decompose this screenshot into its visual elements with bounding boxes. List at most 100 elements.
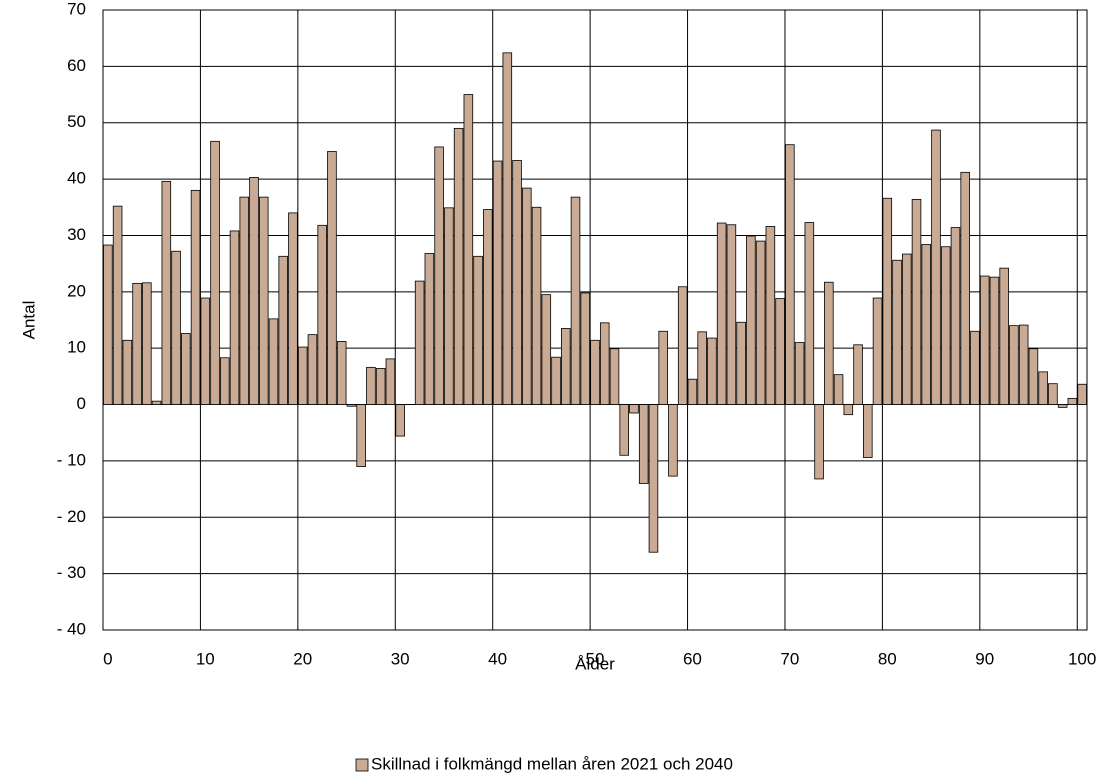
bar xyxy=(327,151,337,405)
bar xyxy=(629,404,639,414)
bar xyxy=(375,368,386,405)
bar xyxy=(940,246,951,405)
bar xyxy=(317,224,327,405)
bar xyxy=(901,253,912,405)
bar xyxy=(414,280,425,405)
x-tick-label: 20 xyxy=(293,649,312,668)
bar xyxy=(736,321,746,405)
y-tick-label: 70 xyxy=(67,0,86,18)
bar xyxy=(931,129,941,405)
y-tick-label: 10 xyxy=(67,338,86,357)
bar xyxy=(492,160,503,405)
y-tick-label: - 10 xyxy=(57,450,86,469)
bar xyxy=(668,404,678,477)
bar xyxy=(473,255,483,405)
bar xyxy=(424,253,435,405)
bar xyxy=(892,259,902,405)
x-tick-label: 30 xyxy=(391,649,410,668)
bar xyxy=(297,346,308,405)
bar xyxy=(1018,324,1029,405)
bar xyxy=(599,322,610,405)
bar xyxy=(1028,348,1039,405)
bar xyxy=(707,337,717,405)
bar xyxy=(872,297,883,405)
bar xyxy=(794,342,805,405)
bar xyxy=(258,196,269,405)
bar xyxy=(190,189,201,405)
bar xyxy=(853,344,863,405)
y-tick-label: 50 xyxy=(67,112,86,131)
y-tick-label: 60 xyxy=(67,56,86,75)
y-tick-label: 40 xyxy=(67,169,86,188)
bar xyxy=(648,404,659,553)
y-tick-label: 30 xyxy=(67,225,86,244)
bar xyxy=(385,358,396,405)
bar xyxy=(824,281,834,405)
y-tick-label: - 20 xyxy=(57,507,86,526)
x-tick-label: 10 xyxy=(196,649,215,668)
bar xyxy=(268,318,279,405)
bar xyxy=(658,330,668,405)
bar xyxy=(512,160,522,405)
x-axis-title: Ålder xyxy=(575,654,615,673)
legend-label: Skillnad i folkmängd mellan åren 2021 oc… xyxy=(371,754,733,773)
bar xyxy=(288,212,298,405)
bar xyxy=(336,341,347,405)
x-tick-label: 80 xyxy=(878,649,897,668)
bar xyxy=(395,404,405,437)
bar xyxy=(609,348,620,405)
bar xyxy=(1048,383,1058,405)
bar xyxy=(989,276,1000,405)
bar xyxy=(229,230,240,405)
legend-swatch xyxy=(355,758,369,772)
bar xyxy=(239,196,250,405)
x-tick-label: 70 xyxy=(780,649,799,668)
bar xyxy=(434,146,444,405)
bar xyxy=(950,227,961,405)
bar xyxy=(979,275,990,405)
bar xyxy=(677,286,688,405)
x-tick-label: 100 xyxy=(1068,649,1096,668)
bar xyxy=(103,244,113,405)
bar xyxy=(278,255,289,405)
bar xyxy=(356,404,366,467)
bar xyxy=(346,404,357,407)
bar xyxy=(960,171,970,405)
bar xyxy=(785,144,795,405)
bar xyxy=(619,404,629,456)
x-tick-label: 60 xyxy=(683,649,702,668)
bar xyxy=(716,222,727,405)
bar xyxy=(444,207,454,405)
bar xyxy=(171,250,181,405)
bar xyxy=(1057,404,1068,408)
bar xyxy=(561,328,571,405)
bar xyxy=(220,357,230,405)
bar xyxy=(911,198,922,405)
bar xyxy=(755,240,766,405)
bar xyxy=(746,235,756,405)
bar xyxy=(112,205,123,405)
bar xyxy=(551,356,561,405)
bar xyxy=(580,292,591,405)
x-tick-label: 50 xyxy=(586,649,605,668)
y-axis-title: Antal xyxy=(19,301,38,340)
bar xyxy=(200,297,211,405)
bar xyxy=(541,294,552,405)
bar xyxy=(590,339,600,405)
bar xyxy=(181,333,191,405)
bar xyxy=(151,400,162,405)
bar xyxy=(775,298,785,405)
bar xyxy=(570,196,581,405)
bar xyxy=(1067,397,1078,405)
bar xyxy=(531,206,542,405)
bar xyxy=(814,404,824,480)
bar xyxy=(522,187,532,405)
bar xyxy=(833,374,844,405)
bar xyxy=(142,282,152,405)
bar xyxy=(132,282,142,405)
bar xyxy=(970,330,980,405)
bar xyxy=(921,244,932,405)
bar xyxy=(249,176,259,405)
bar xyxy=(765,226,776,405)
